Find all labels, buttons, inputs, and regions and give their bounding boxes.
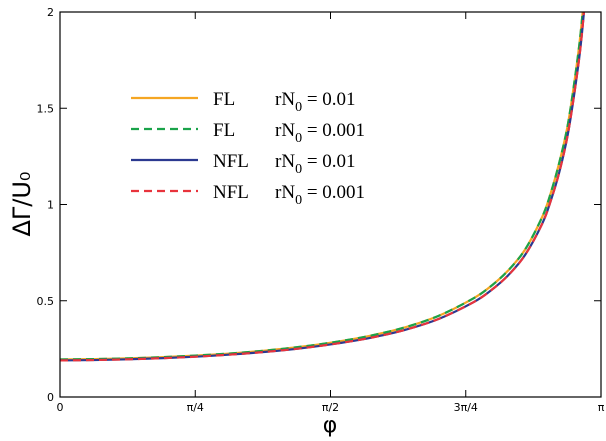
x-tick-label: π/2 xyxy=(322,401,339,414)
x-tick-label: 3π/4 xyxy=(454,401,478,414)
legend-series-param: rN0 = 0.001 xyxy=(275,182,365,208)
legend-series-name: FL xyxy=(213,120,235,141)
legend-series-name: NFL xyxy=(213,151,249,172)
legend-series-name: NFL xyxy=(213,182,249,203)
axis-layer: 0 π/4 π/2 3π/4 π 0 0.5 1 1.5 2 xyxy=(37,6,605,414)
legend-series-param: rN0 = 0.01 xyxy=(275,151,356,177)
legend-series-name: FL xyxy=(213,89,235,110)
legend: FL rN0 = 0.01 FL rN0 = 0.001 NFL rN0 = 0.01 NF… xyxy=(131,89,365,208)
x-tick-label: π xyxy=(598,401,605,414)
y-tick-label: 2 xyxy=(47,6,54,19)
x-axis-label: φ xyxy=(323,413,338,438)
x-tick-label: π/4 xyxy=(187,401,204,414)
y-tick-label: 0.5 xyxy=(37,295,55,308)
series-layer xyxy=(60,12,586,362)
y-tick-label: 1.5 xyxy=(37,102,55,115)
series-line-4 xyxy=(60,12,586,362)
y-axis-label: ΔΓ/U₀ xyxy=(8,171,36,236)
series-line-3 xyxy=(60,12,586,362)
series-line-1 xyxy=(60,12,584,361)
legend-series-param: rN0 = 0.001 xyxy=(275,120,365,146)
series-line-2 xyxy=(60,12,584,361)
y-tick-label: 1 xyxy=(47,199,54,212)
x-tick-label: 0 xyxy=(57,401,64,414)
y-tick-label: 0 xyxy=(47,391,54,404)
plot-frame xyxy=(59,11,602,398)
legend-series-param: rN0 = 0.01 xyxy=(275,89,356,115)
